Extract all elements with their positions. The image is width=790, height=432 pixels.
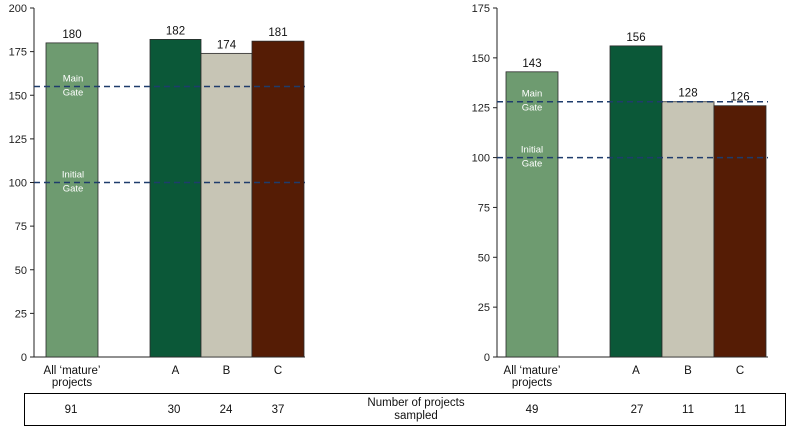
chart1-y-tick-label-8: 200 <box>9 3 27 15</box>
chart2-y-tick-label-6: 150 <box>472 53 490 65</box>
count-right-b: 11 <box>682 404 694 416</box>
count-left-b: 24 <box>219 404 233 416</box>
chart2-data-label-2: 128 <box>678 88 697 100</box>
chart1-gate-label-1-line2: Gate <box>63 184 84 195</box>
chart1-y-tick-label-0: 0 <box>21 352 27 364</box>
chart1-bar-0 <box>45 42 99 358</box>
chart1-data-label-0: 180 <box>62 29 81 41</box>
chart2-bar-0 <box>505 71 559 358</box>
chart1-y-tick-label-5: 125 <box>9 134 27 146</box>
chart1-gate-label-0: Main <box>63 74 84 85</box>
chart2-data-label-0: 143 <box>522 58 541 70</box>
chart2-category-label-0: All ‘mature’ <box>504 365 561 377</box>
chart1-bar-2 <box>200 52 253 358</box>
chart1-gate-label-1: Initial <box>62 170 84 181</box>
chart2-gate-label-1-line2: Gate <box>522 159 543 170</box>
chart2-bar-2 <box>661 101 715 358</box>
chart2-gate-label-0-line2: Gate <box>522 103 543 114</box>
chart1-y-tick-label-4: 100 <box>9 178 27 190</box>
chart1-category-label-2: B <box>223 365 231 377</box>
chart2-category-label-2: B <box>684 365 692 377</box>
chart1-y-tick-label-7: 175 <box>9 47 27 59</box>
chart1-y-tick-label-2: 50 <box>15 265 27 277</box>
count-row-label-line2: sampled <box>394 410 438 422</box>
chart2-y-tick-label-2: 50 <box>478 252 490 264</box>
chart1-category-label-0: All ‘mature’ <box>44 365 101 377</box>
chart2-bar-1 <box>609 45 663 358</box>
count-right-c: 11 <box>734 404 746 416</box>
chart1-data-label-2: 174 <box>217 39 237 51</box>
chart1-y-tick-label-1: 25 <box>15 308 27 320</box>
chart2-y-tick-label-3: 75 <box>478 202 490 214</box>
chart1-category-label-3: C <box>274 365 282 377</box>
chart1-category-label-1: A <box>172 365 180 377</box>
count-left-c: 37 <box>271 404 285 416</box>
count-row-label-line1: Number of projects <box>367 397 465 409</box>
chart2-gate-label-0: Main <box>522 89 543 100</box>
chart2-category-label-3: C <box>736 365 744 377</box>
chart1-y-tick-label-3: 75 <box>15 221 27 233</box>
chart1-data-label-3: 181 <box>268 27 287 39</box>
chart2-data-label-3: 126 <box>730 92 749 104</box>
chart2-gate-label-1: Initial <box>521 145 543 156</box>
chart2-y-tick-label-0: 0 <box>484 352 490 364</box>
chart2-y-tick-label-4: 100 <box>472 153 490 165</box>
count-right-a: 27 <box>630 404 644 416</box>
chart2-bar-3 <box>713 105 767 358</box>
chart1-category-label-0-line2: projects <box>52 377 93 389</box>
chart2-category-label-1: A <box>632 365 640 377</box>
chart1-bar-1 <box>149 39 202 358</box>
chart2-y-tick-label-1: 25 <box>478 302 490 314</box>
chart1-bar-3 <box>251 40 305 358</box>
sample-count-table: 91 30 24 37 Number of projects sampled 4… <box>24 393 786 426</box>
chart2-category-label-0-line2: projects <box>512 377 553 389</box>
chart1-y-tick-label-6: 150 <box>9 90 27 102</box>
count-left-a: 30 <box>167 404 181 416</box>
chart2-data-label-1: 156 <box>626 32 645 44</box>
count-left-all: 91 <box>64 404 78 416</box>
count-right-all: 49 <box>525 404 539 416</box>
chart1-gate-label-0-line2: Gate <box>63 88 84 99</box>
chart2-y-tick-label-7: 175 <box>472 3 490 15</box>
count-row-label: Number of projects sampled <box>367 397 464 423</box>
chart1-data-label-1: 182 <box>166 25 185 37</box>
chart2-y-tick-label-5: 125 <box>472 103 490 115</box>
